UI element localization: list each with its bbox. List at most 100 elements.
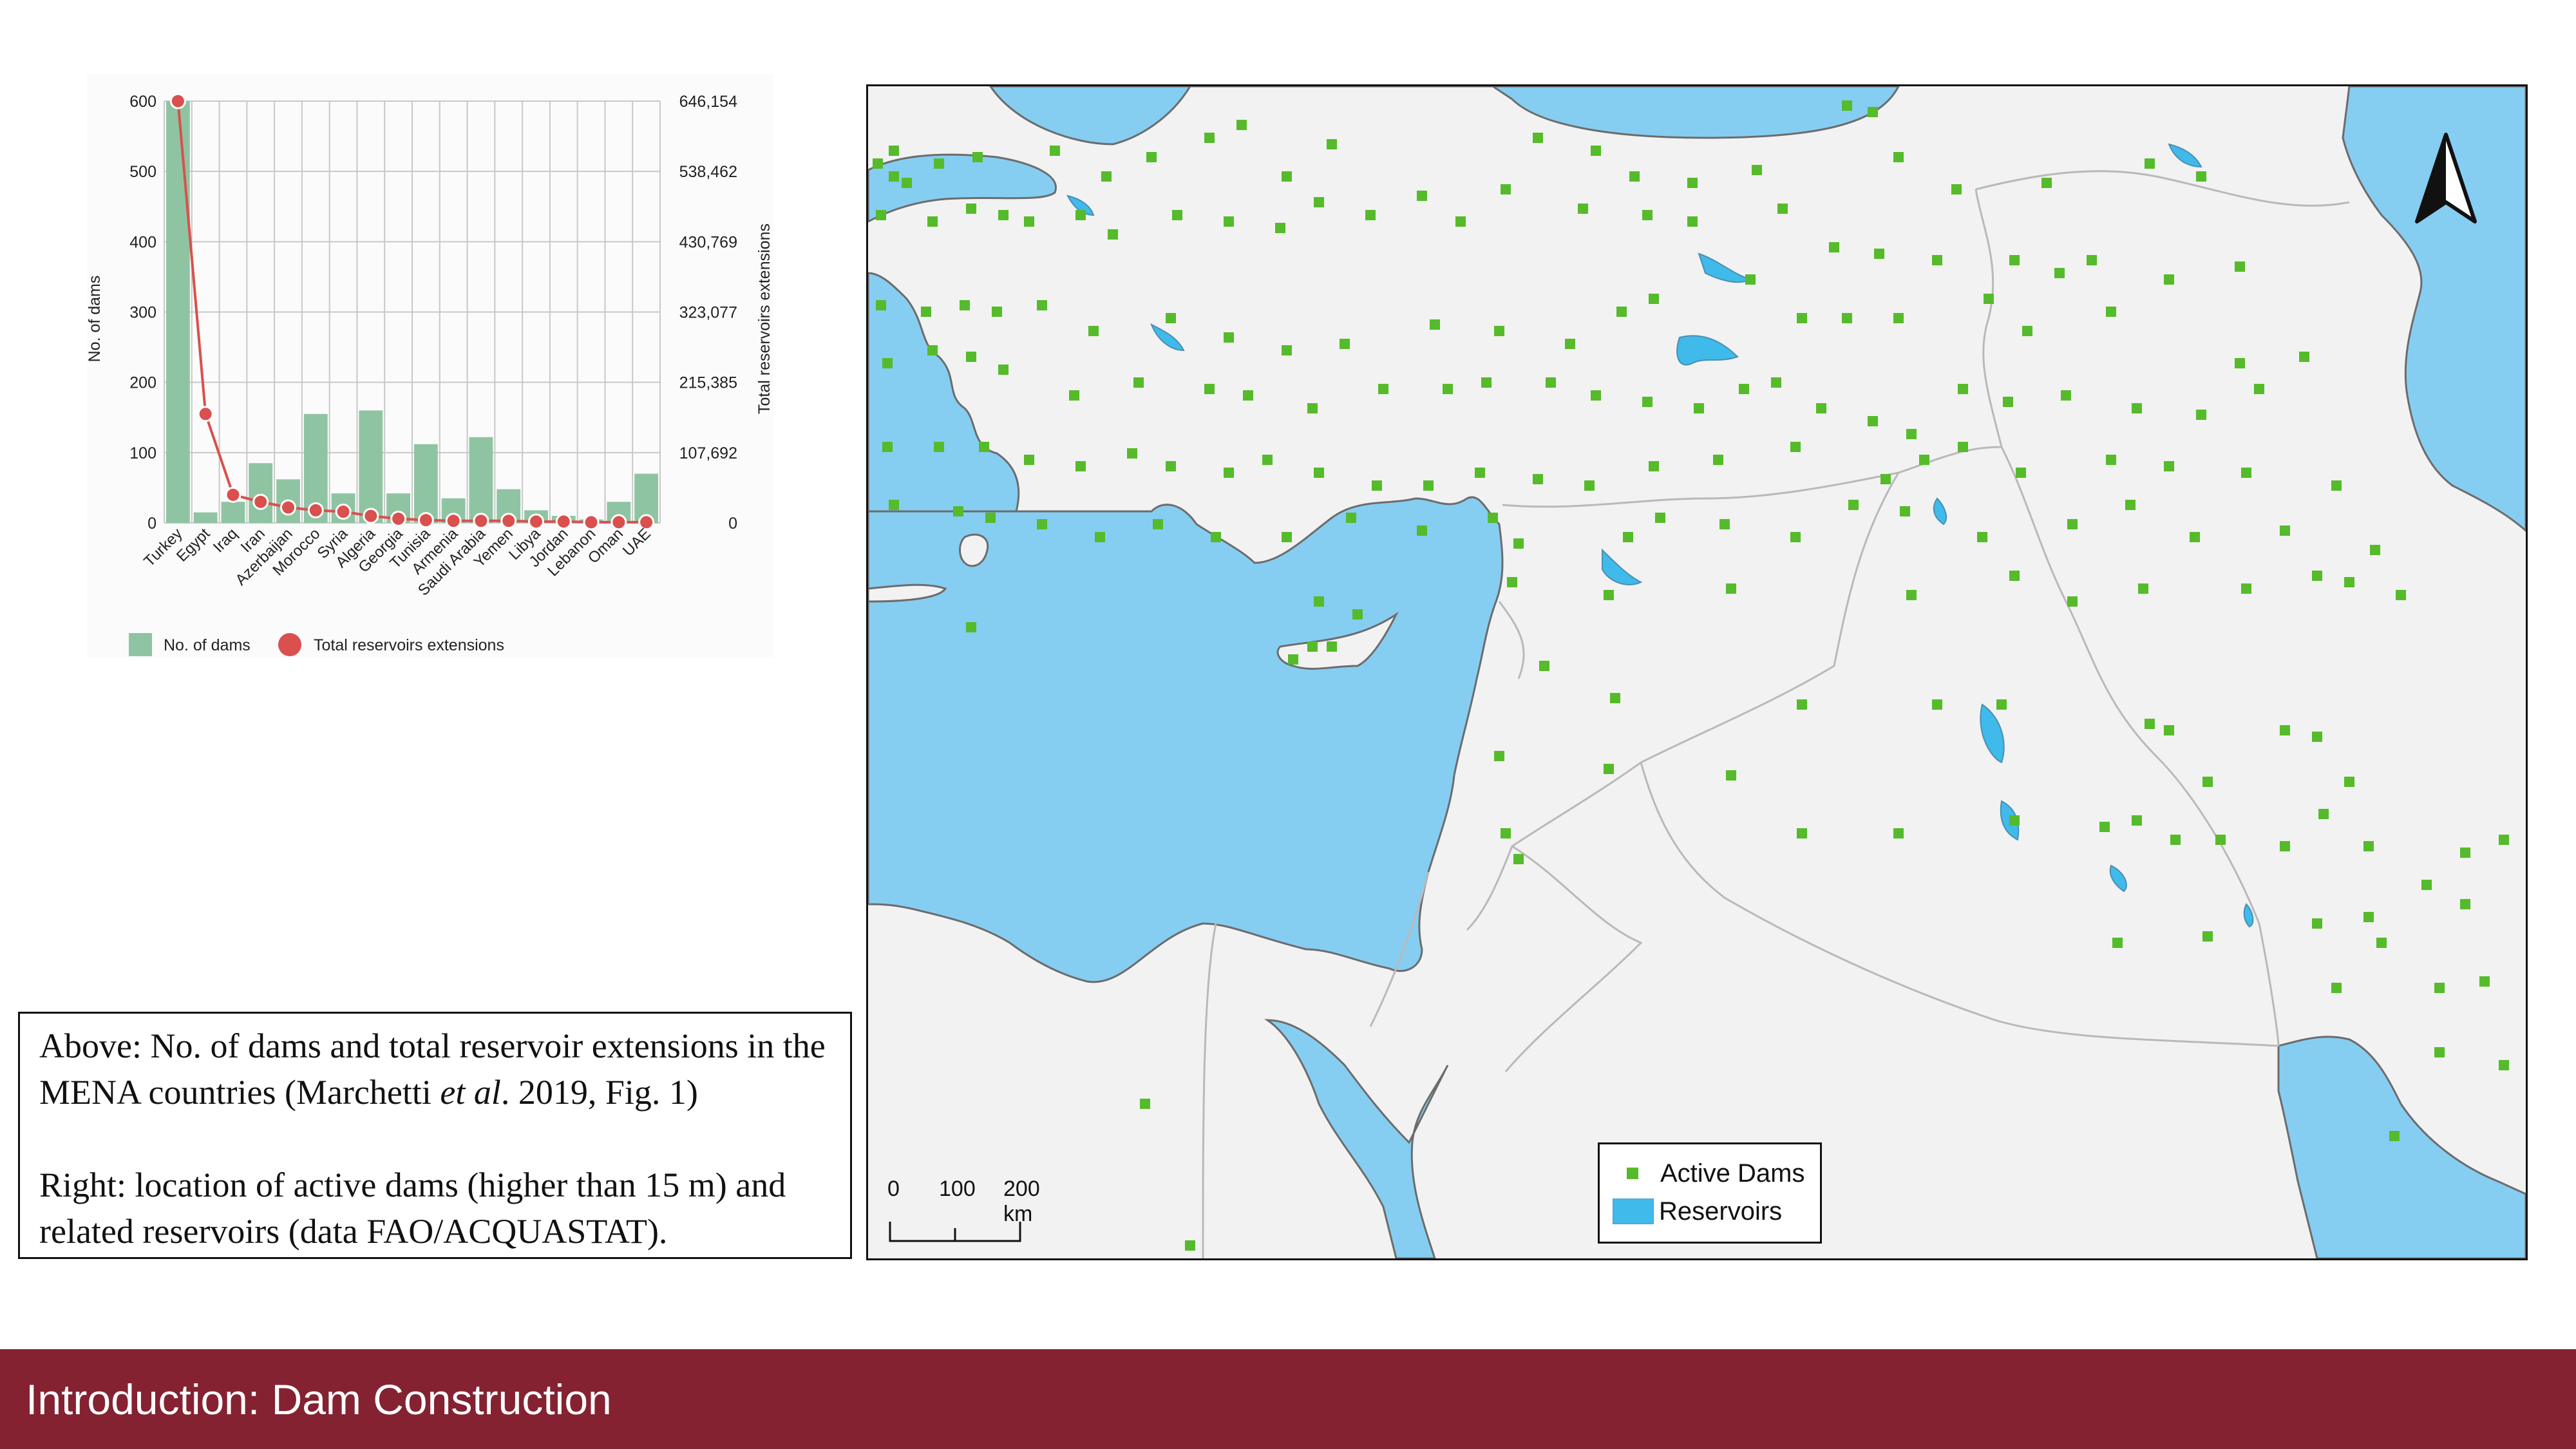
dam-marker: [2370, 545, 2380, 555]
dam-marker: [1868, 107, 1878, 117]
dam-marker: [2132, 403, 2142, 413]
marmara-sea: [868, 153, 1057, 223]
y2-tick-label: 323,077: [679, 304, 737, 322]
y2-tick-label: 646,154: [679, 93, 737, 111]
island-layer: [868, 533, 1399, 670]
reservoir-sariyar: [1066, 194, 1095, 216]
y2-tick-label: 215,385: [679, 374, 737, 392]
extensions-point: [445, 513, 462, 529]
map-canvas: [868, 86, 2526, 1258]
reservoir-urmia: [2168, 143, 2202, 168]
dam-marker: [1172, 210, 1182, 220]
dam-marker: [2003, 397, 2013, 407]
dam-marker: [1797, 828, 1807, 838]
dam-marker: [1958, 442, 1968, 452]
legend-extensions-marker: [278, 633, 301, 656]
dam-marker: [1642, 210, 1653, 220]
dam-marker: [1224, 216, 1234, 227]
dam-marker: [1243, 390, 1253, 401]
dam-marker: [2054, 268, 2065, 278]
dam-marker: [2280, 841, 2290, 851]
border-layer: [1202, 170, 2350, 1258]
dam-marker: [2145, 719, 2155, 729]
dam-marker: [1133, 377, 1144, 388]
map-legend: Active Dams Reservoirs: [1598, 1142, 1822, 1244]
dam-marker: [902, 178, 912, 188]
dam-marker: [2022, 326, 2032, 336]
dam-marker: [1314, 468, 1324, 478]
dam-marker: [1050, 146, 1060, 156]
y2-tick-label: 538,462: [679, 163, 737, 181]
dam-marker: [889, 500, 899, 510]
dam-marker: [1649, 294, 1659, 304]
dam-marker: [2164, 461, 2174, 471]
dam-marker: [1288, 654, 1298, 665]
dam-marker: [2067, 519, 2078, 529]
dam-marker: [1327, 139, 1337, 149]
dam-marker: [1642, 397, 1653, 407]
dam-marker: [1591, 390, 1601, 401]
dam-marker: [1501, 184, 1511, 194]
y-axis-title: No. of dams: [87, 276, 104, 363]
border-saudi-jordan: [1504, 845, 1643, 1072]
dam-marker: [2106, 307, 2116, 317]
dam-marker: [2280, 725, 2290, 735]
dam-marker: [927, 345, 938, 355]
border-saudi-iraq: [1640, 762, 2279, 1047]
extensions-point: [252, 493, 269, 510]
scale-label-200: 200 km: [1003, 1177, 1040, 1226]
bar-egypt: [193, 512, 218, 523]
dam-marker: [1591, 146, 1601, 156]
extensions-point: [528, 513, 544, 530]
dam-marker: [1037, 300, 1047, 310]
dam-marker: [1307, 403, 1318, 413]
dam-marker: [953, 506, 963, 516]
caspian-sea: [2342, 86, 2526, 532]
extensions-point: [473, 513, 489, 529]
dam-marker: [1378, 384, 1388, 394]
dam-marker: [2460, 848, 2470, 858]
border-turkey-iran: [1975, 189, 2003, 448]
dam-marker: [2376, 938, 2387, 948]
dam-marker: [921, 307, 931, 317]
dam-marker: [1101, 171, 1112, 182]
dam-marker: [1075, 461, 1086, 471]
reservoir-keban: [1698, 252, 1752, 283]
dam-marker: [1166, 313, 1176, 323]
reservoir-karkheh: [2243, 903, 2254, 928]
dam-marker: [2125, 500, 2136, 510]
border-egypt-israel: [1369, 871, 1430, 1027]
dam-marker: [1513, 854, 1524, 864]
dam-marker: [1539, 661, 1549, 671]
extensions-point: [555, 513, 572, 530]
dam-marker: [1842, 100, 1852, 111]
dam-marker: [1204, 384, 1215, 394]
north-arrow-icon: [2415, 133, 2477, 223]
dam-marker: [1578, 204, 1588, 214]
dam-marker: [2241, 468, 2251, 478]
dam-marker: [1874, 249, 1884, 259]
rhodes-island: [959, 533, 989, 567]
dam-marker: [1745, 274, 1756, 285]
dam-marker: [1977, 532, 1987, 542]
dam-marker: [1842, 313, 1852, 323]
dam-marker: [2170, 835, 2181, 845]
dam-marker: [1951, 184, 1962, 194]
reservoir-layer: [1066, 143, 2254, 928]
dam-marker: [1340, 339, 1350, 349]
dam-marker: [1475, 468, 1485, 478]
y-tick-label: 400: [129, 233, 156, 251]
dam-marker: [1694, 403, 1704, 413]
scale-bar-line: [889, 1222, 1021, 1242]
dam-marker: [1790, 442, 1801, 452]
reservoir-ataturk: [1676, 335, 1739, 366]
dam-marker: [889, 171, 899, 182]
border-jordan: [1466, 761, 1642, 931]
border-syria-iraq: [1640, 472, 1900, 764]
dam-marker: [873, 158, 883, 169]
dam-marker: [2202, 931, 2213, 942]
y2-axis-title: Total reservoirs extensions: [755, 223, 773, 414]
dam-marker: [2041, 178, 2052, 188]
slide-title: Introduction: Dam Construction: [26, 1375, 612, 1423]
dam-marker: [1687, 178, 1698, 188]
